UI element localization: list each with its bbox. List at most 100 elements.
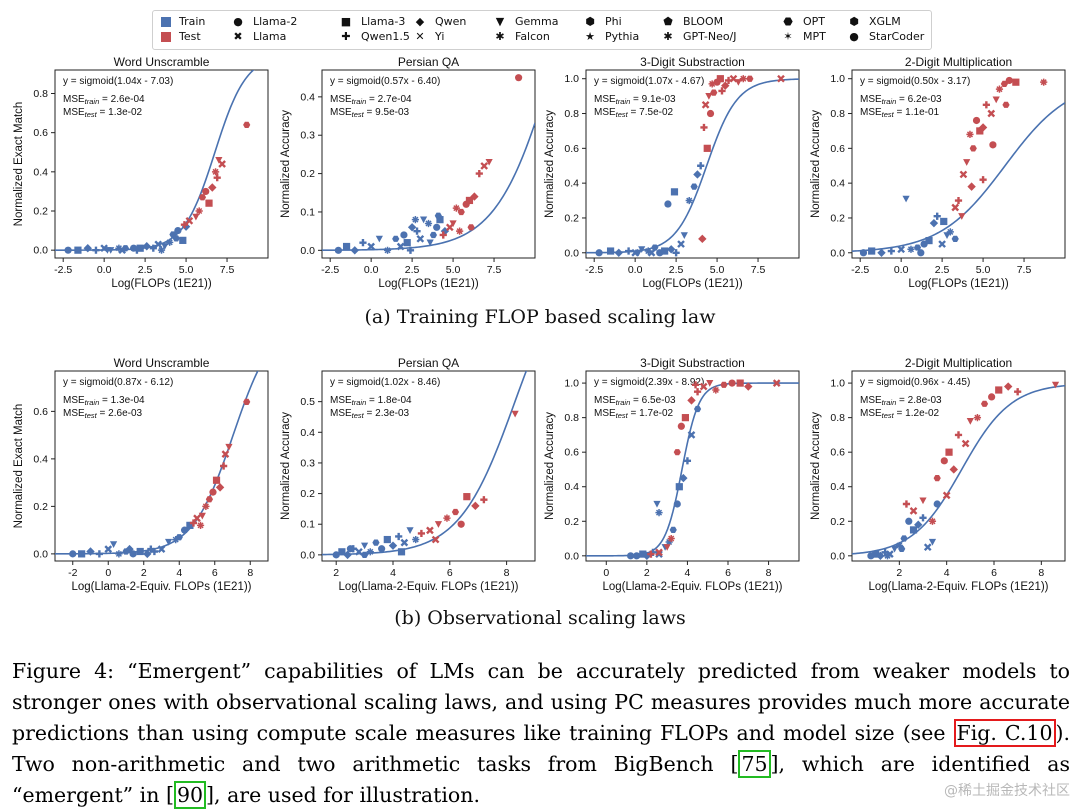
- chart-7-test-point: [706, 379, 714, 387]
- chart-8-xtick-label: 8: [1038, 567, 1044, 579]
- chart-7-test-point: [720, 381, 728, 388]
- chart-7-xlabel: Log(Llama-2-Equiv. FLOPs (1E21)): [602, 581, 782, 593]
- chart-3-frame: [585, 69, 800, 259]
- chart-5-xtick-label: 2: [141, 567, 147, 579]
- chart-3-train-point: [661, 247, 669, 255]
- chart-7-test-point: [681, 414, 689, 422]
- chart-1-test-point: [198, 194, 207, 201]
- chart-4-fit-curve: [852, 102, 1065, 252]
- chart-4-test-point: [954, 196, 963, 205]
- chart-7-ytick-label: 0.8: [564, 412, 579, 424]
- legend-item-qwen: ◆ Qwen: [413, 15, 467, 28]
- legend-label: OPT: [803, 15, 826, 28]
- figure-reference-link[interactable]: Fig. C.10: [953, 719, 1056, 747]
- chart-1-test-point: [213, 174, 221, 182]
- chart-5-xtick-label: 6: [212, 567, 218, 579]
- chart-4-train-point: [917, 249, 925, 257]
- chart-8-test-point: [954, 431, 963, 439]
- chart-7-train-point: [679, 473, 688, 483]
- chart-1-fit-curve: [55, 70, 255, 251]
- chart-7-xtick-label: 2: [644, 567, 650, 579]
- chart-4-xtick-label: 0.0: [894, 264, 909, 276]
- chart-2-train-point: [429, 231, 438, 239]
- chart-6-test-point: [480, 496, 488, 504]
- chart-1-train-point: [133, 246, 141, 254]
- subcaption-b: (b) Observational scaling laws: [394, 607, 686, 629]
- chart-8-mse-test: MSEtest = 1.2e-02: [860, 408, 940, 420]
- legend-label: Llama-3: [361, 15, 406, 28]
- chart-5-test-point: [198, 512, 206, 520]
- chart-8-train-point: [900, 535, 908, 542]
- legend-label: Yi: [435, 30, 445, 43]
- chart-1-train-point: [154, 240, 163, 249]
- chart-8-mse-train: MSEtrain = 2.8e-03: [860, 395, 942, 407]
- chart-7-ytick-label: 1.0: [564, 378, 579, 390]
- chart-7-ylabel: Normalized Accuracy: [544, 412, 556, 520]
- citation-link-75[interactable]: 75: [738, 750, 771, 778]
- chart-3-test-point: [706, 109, 715, 118]
- chart-4-xtick-label: -2.5: [851, 264, 869, 276]
- chart-6-train-point: [366, 548, 374, 556]
- chart-2-test-point: [470, 192, 479, 201]
- chart-5-train-point: [86, 547, 95, 556]
- chart-1-xlabel: Log(FLOPs (1E21)): [111, 278, 212, 290]
- legend-item-llama: ✖ Llama: [231, 30, 286, 43]
- chart-5-ylabel: Normalized Exact Match: [13, 404, 25, 529]
- chart-4-test-point: [972, 116, 981, 125]
- chart-4-train-point: [938, 240, 946, 248]
- chart-4-train-point: [877, 248, 886, 257]
- chart-4-test-point: [969, 145, 977, 152]
- chart-2-ytick-label: 0.4: [300, 91, 315, 103]
- chart-6-test-point: [451, 508, 460, 516]
- chart-5-train-point: [95, 550, 103, 558]
- chart-5-test-point: [221, 450, 230, 458]
- chart-4-train-point: [933, 212, 941, 220]
- chart-3-train-point: [697, 162, 705, 170]
- chart-2-xtick-label: 5.0: [446, 264, 461, 276]
- chart-3-mse-train: MSEtrain = 9.1e-03: [594, 94, 676, 106]
- chart-7-train-point: [673, 500, 681, 508]
- chart-2-xtick-label: 7.5: [487, 264, 502, 276]
- chart-8-train-point: [928, 538, 937, 546]
- chart-7-test-point: [699, 382, 708, 391]
- chart-6-test-point: [417, 529, 425, 538]
- legend-marker-icon: ✚: [341, 30, 351, 43]
- chart-4-test-point: [1002, 101, 1010, 108]
- caption-text-1: Figure 4: “Emergent” capabilities of LMs…: [12, 659, 1070, 745]
- chart-3-test-point: [777, 74, 785, 83]
- chart-3-train-point: [685, 196, 693, 205]
- chart-3-ytick-label: 0.2: [564, 212, 579, 224]
- chart-6-xlabel: Log(Llama-2-Equiv. FLOPs (1E21)): [338, 581, 518, 593]
- chart-5-test-point: [202, 502, 210, 510]
- chart-6-test-point: [457, 520, 465, 528]
- chart-6-xtick-label: 2: [333, 567, 339, 579]
- chart-3-train-point: [680, 232, 688, 239]
- chart-5-ytick-label: 0.2: [33, 501, 48, 513]
- chart-4-xtick-label: 7.5: [1017, 264, 1032, 276]
- chart-2-test-point: [465, 196, 474, 205]
- chart-8-xtick-label: 4: [944, 567, 950, 579]
- chart-3-train-point: [664, 200, 672, 208]
- chart-1-test-point: [192, 213, 200, 221]
- chart-4-test-point: [966, 130, 974, 139]
- chart-2-train-point: [403, 239, 411, 247]
- legend-marker-icon: ⬢: [849, 15, 859, 28]
- chart-6-ytick-label: 0.4: [300, 427, 315, 439]
- chart-6-train-point: [355, 547, 363, 556]
- citation-link-90[interactable]: 90: [173, 781, 207, 809]
- chart-8-ytick-label: 0.6: [830, 447, 845, 459]
- chart-3-train-point: [638, 246, 646, 253]
- legend-label: Gemma: [515, 15, 559, 28]
- legend-label: XGLM: [869, 15, 901, 28]
- chart-3-test-point: [698, 234, 707, 244]
- legend-marker-icon: ✶: [783, 30, 793, 43]
- legend-label: StarCoder: [869, 30, 925, 43]
- chart-6-train-point: [343, 550, 352, 560]
- chart-4-mse-train: MSEtrain = 6.2e-03: [860, 94, 942, 106]
- chart-1-test-point: [180, 221, 189, 229]
- caption-text-2: ). Two non-arithmetic and two arithmetic…: [12, 721, 1071, 776]
- chart-5-test-point: [225, 443, 233, 451]
- chart-6-mse-test: MSEtest = 2.3e-03: [330, 408, 410, 420]
- chart-6-train-point: [378, 545, 386, 553]
- chart-6-test-point: [426, 526, 434, 535]
